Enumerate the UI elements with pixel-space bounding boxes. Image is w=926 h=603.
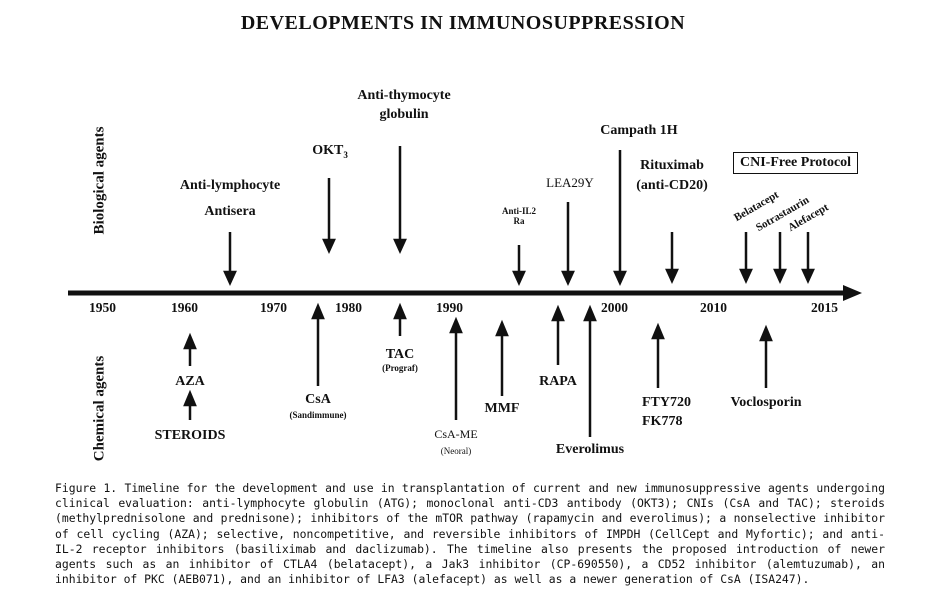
label-rituximab-line1: Rituximab — [640, 158, 704, 173]
label-atg: Anti-thymocyte globulin — [340, 88, 468, 123]
label-anti-il2-line1: Anti-IL2 — [501, 206, 536, 216]
figure-caption: Figure 1. Timeline for the development a… — [55, 481, 885, 587]
label-atg-line2: globulin — [379, 107, 429, 123]
label-everolimus: Everolimus — [555, 442, 625, 457]
label-steroids: STEROIDS — [154, 428, 226, 443]
label-rituximab: Rituximab (anti-CD20) — [626, 158, 718, 194]
label-okt3: OKT3 — [305, 143, 355, 160]
year-1990: 1990 — [436, 300, 463, 315]
year-1960: 1960 — [171, 300, 198, 315]
label-csa-me-sub: (Neoral) — [440, 445, 472, 456]
biological-agents-label: Biological agents — [91, 126, 108, 235]
label-lea29y: LEA29Y — [546, 175, 594, 190]
label-anti-lymphocyte-line1: Anti-lymphocyte — [179, 178, 281, 193]
label-fty720: FTY720 — [642, 395, 691, 410]
year-1980: 1980 — [335, 300, 362, 315]
label-tac-text: TAC — [385, 347, 415, 362]
label-csa-sub: (Sandimmune) — [289, 410, 347, 421]
label-aza: AZA — [175, 374, 205, 389]
label-tac-sub: (Prograf) — [382, 363, 418, 374]
label-anti-il2: Anti-IL2 Ra — [490, 206, 548, 227]
label-anti-lymphocyte: Anti-lymphocyte Antisera — [170, 178, 290, 220]
label-csa-me: CsA-ME (Neoral) — [420, 427, 492, 456]
year-1950: 1950 — [89, 300, 116, 315]
label-rapa: RAPA — [539, 374, 577, 389]
figure-title: DEVELOPMENTS IN IMMUNOSUPPRESSION — [240, 12, 686, 34]
year-2010: 2010 — [700, 300, 727, 315]
label-okt3-text: OKT — [312, 143, 344, 158]
label-rituximab-line2: (anti-CD20) — [636, 178, 708, 194]
label-anti-lymphocyte-line2: Antisera — [204, 204, 256, 220]
label-okt3-subscript: 3 — [343, 149, 348, 160]
label-mmf: MMF — [484, 401, 520, 416]
label-tac: TAC (Prograf) — [370, 347, 430, 373]
label-csa: CsA (Sandimmune) — [278, 392, 358, 420]
year-2015: 2015 — [811, 300, 838, 315]
label-campath: Campath 1H — [600, 123, 678, 138]
label-anti-il2-line2: Ra — [513, 216, 525, 227]
label-fk778: FK778 — [642, 414, 683, 430]
timeline-diagram — [68, 146, 862, 437]
label-fty720-fk778: FTY720 FK778 — [642, 395, 708, 430]
label-voclosporin: Voclosporin — [730, 395, 802, 410]
label-atg-line1: Anti-thymocyte — [357, 88, 451, 103]
label-csa-me-text: CsA-ME — [434, 427, 478, 441]
year-1970: 1970 — [260, 300, 287, 315]
label-csa-text: CsA — [305, 392, 331, 407]
chemical-agents-label: Chemical agents — [91, 355, 108, 462]
timeline-axis-arrowhead — [843, 285, 862, 301]
year-2000: 2000 — [601, 300, 628, 315]
cni-free-protocol-box: CNI-Free Protocol — [733, 152, 859, 174]
